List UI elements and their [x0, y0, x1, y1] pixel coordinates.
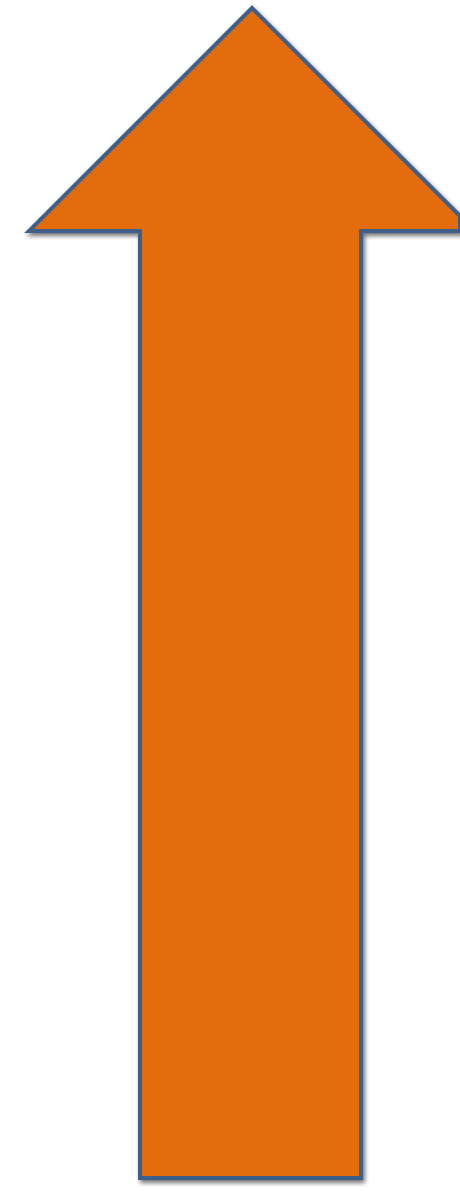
arrow-shape	[24, 5, 460, 1180]
